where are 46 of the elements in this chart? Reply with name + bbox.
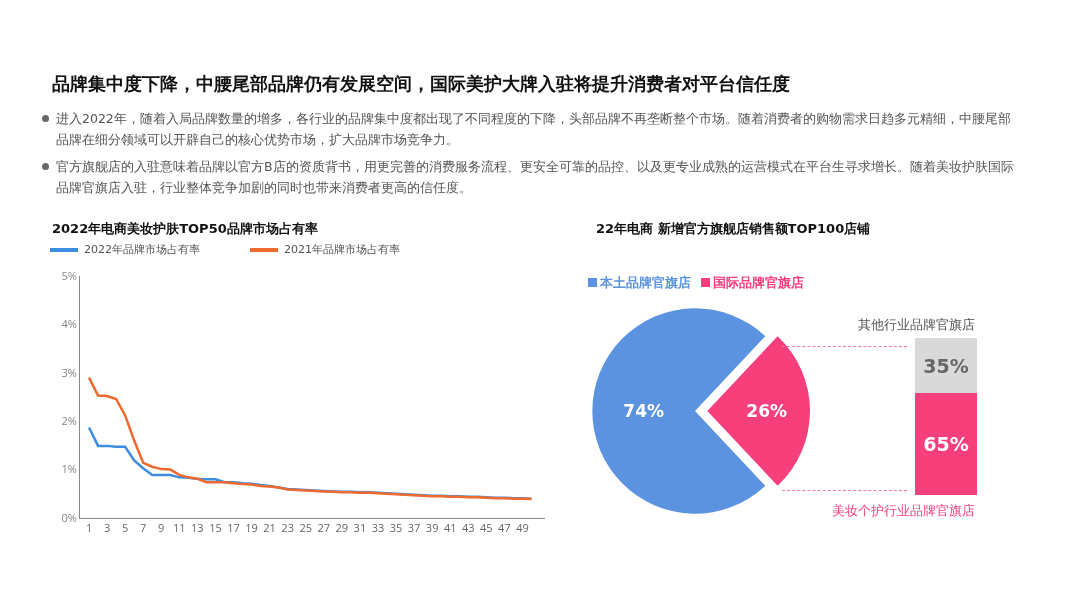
x-tick-label: 31 [353, 520, 367, 536]
x-tick-label: 19 [245, 520, 258, 536]
x-tick-label: 45 [480, 520, 493, 536]
text: 品牌集中度下降，中腰尾部品牌仍有发展空间，国际美护大牌入驻将提升消费者对平台信任度 [52, 72, 790, 96]
x-tick-label: 15 [209, 520, 222, 536]
legend-label: 2021年品牌市场占有率 [284, 243, 400, 256]
x-tick-label: 47 [498, 520, 511, 536]
x-tick-label: 35 [389, 520, 403, 536]
y-tick-label: 5% [61, 267, 77, 283]
x-tick-label: 25 [299, 520, 313, 536]
x-tick-label: 13 [191, 520, 204, 536]
y-tick-label: 1% [61, 461, 77, 477]
y-tick-label: 2% [61, 413, 77, 429]
x-tick-label: 21 [263, 520, 276, 536]
x-tick-label: 7 [140, 520, 147, 536]
chart-title: 2022年电商美妆护肤TOP50品牌市场占有率 [52, 220, 318, 238]
x-tick-label: 3 [103, 520, 111, 536]
x-tick-label: 39 [425, 520, 439, 536]
x-tick-label: 29 [335, 520, 349, 536]
data-label: 26% [746, 401, 788, 421]
x-tick-label: 27 [317, 520, 331, 536]
y-tick-label: 0% [61, 509, 77, 525]
text: 进入2022年，随着入局品牌数量的增多，各行业的品牌集中度都出现了不同程度的下降，头部品牌不再垄断整个市场。随着消费者的购物需求日趋多元精细，中腰尾部品牌在细分领域可以开辟自己的核心优势市场，扩大品牌市场竞争力。 [56, 110, 1012, 149]
x-tick-label: 33 [371, 520, 385, 536]
series-label: 美妆个护行业品牌官旗店 [832, 503, 975, 518]
data-label: 74% [623, 401, 665, 421]
legend-label: 本土品牌官旗店 [600, 274, 691, 292]
y-tick-label: 4% [61, 316, 77, 332]
legend-label: 2022年品牌市场占有率 [84, 243, 200, 256]
chart-title: 22年电商 新增官方旗舰店销售额TOP100店铺 [596, 220, 871, 238]
x-tick-label: 37 [407, 520, 421, 536]
series-label: 其他行业品牌官旗店 [858, 317, 975, 332]
data-label: 65% [923, 433, 969, 455]
data-label: 35% [923, 354, 969, 377]
x-tick-label: 41 [443, 520, 457, 536]
x-tick-label: 9 [158, 520, 165, 536]
x-tick-label: 49 [516, 520, 529, 536]
x-tick-label: 43 [461, 520, 475, 536]
x-tick-label: 1 [85, 520, 93, 536]
text: 官方旗舰店的入驻意味着品牌以官方B店的资质背书，用更完善的消费服务流程、更安全可靠的品控、以及更专业成熟的运营模式在平台生寻求增长。随着美妆护肤国际品牌官旗店入驻，行业整体竞争加剧的同时也带来消费者更高的信任度。 [56, 158, 1015, 197]
x-tick-label: 5 [122, 520, 129, 536]
x-tick-label: 23 [281, 520, 294, 536]
x-tick-label: 11 [173, 520, 186, 536]
y-tick-label: 3% [61, 364, 77, 380]
x-tick-label: 17 [227, 520, 240, 536]
legend-label: 国际品牌官旗店 [713, 274, 804, 292]
